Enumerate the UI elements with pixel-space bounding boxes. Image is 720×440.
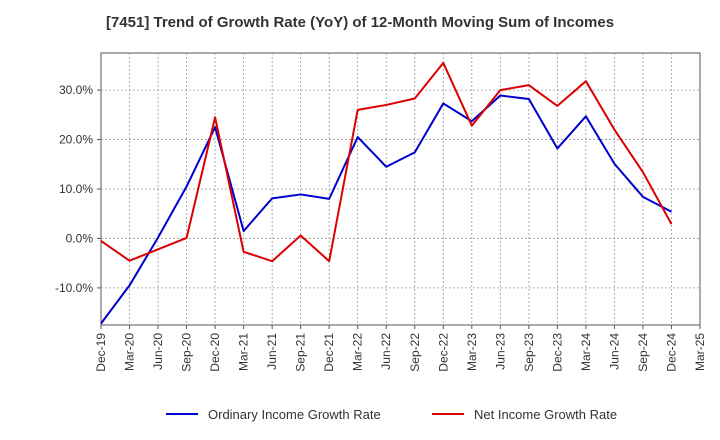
- axes: 30.0% 20.0% 10.0% 0.0% -10.0% Dec-19 Mar-20 Jun…: [55, 83, 707, 372]
- y-tick-label: 10.0%: [59, 182, 93, 196]
- y-tick-label: 20.0%: [59, 133, 93, 147]
- x-tick-label: Mar-24: [579, 333, 593, 371]
- x-tick-label: Dec-19: [94, 333, 108, 372]
- x-tick-label: Jun-23: [493, 333, 507, 370]
- x-tick-label: Sep-23: [522, 333, 536, 372]
- chart-title: [7451] Trend of Growth Rate (YoY) of 12-…: [105, 14, 615, 31]
- x-tick-label: Mar-25: [693, 333, 707, 371]
- legend-label: Ordinary Income Growth Rate: [208, 407, 381, 422]
- series-line-ordinary-income: [100, 94, 672, 325]
- x-tick-label: Sep-22: [408, 333, 422, 372]
- y-tick-label: -10.0%: [55, 281, 93, 295]
- x-tick-label: Dec-20: [208, 333, 222, 372]
- x-tick-label: Jun-24: [607, 333, 621, 370]
- x-tick-label: Dec-21: [322, 333, 336, 372]
- legend-label: Net Income Growth Rate: [474, 407, 617, 422]
- plot-frame: [100, 52, 701, 326]
- x-tick-label: Jun-22: [379, 333, 393, 370]
- x-tick-label: Sep-20: [180, 333, 194, 372]
- y-tick-label: 30.0%: [59, 83, 93, 97]
- grid: [100, 52, 701, 326]
- x-tick-label: Mar-22: [351, 333, 365, 371]
- x-tick-label: Mar-23: [465, 333, 479, 371]
- x-tick-label: Sep-24: [636, 333, 650, 372]
- series-line-net-income: [100, 61, 673, 263]
- y-tick-label: 0.0%: [66, 231, 94, 245]
- x-tick-label: Sep-21: [294, 333, 308, 372]
- x-tick-label: Mar-21: [237, 333, 251, 371]
- x-tick-label: Mar-20: [123, 333, 137, 371]
- x-tick-label: Dec-24: [664, 333, 678, 372]
- x-tick-label: Dec-22: [436, 333, 450, 372]
- x-tick-label: Jun-21: [265, 333, 279, 370]
- x-tick-label: Dec-23: [550, 333, 564, 372]
- legend: Ordinary Income Growth Rate Net Income Gr…: [166, 407, 617, 422]
- x-tick-label: Jun-20: [151, 333, 165, 370]
- series-lines: [100, 61, 673, 325]
